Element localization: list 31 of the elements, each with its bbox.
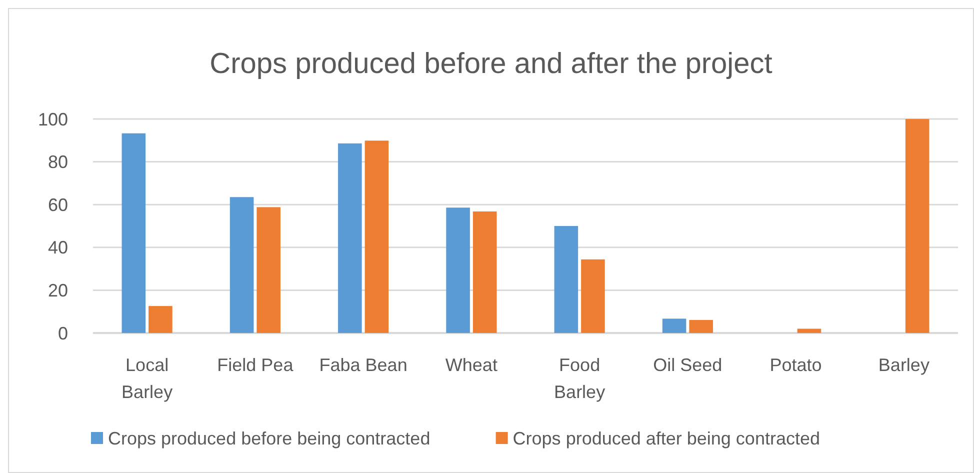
bar	[122, 133, 146, 333]
y-tick-label: 80	[48, 152, 68, 172]
x-tick-label: Oil Seed	[653, 355, 722, 375]
bar	[364, 140, 389, 333]
x-tick-label: Local Barley	[122, 355, 173, 402]
y-tick-label: 60	[48, 194, 68, 215]
y-tick-label: 100	[38, 109, 68, 130]
x-tick-label: Food Barley	[554, 355, 606, 402]
y-tick-label: 20	[48, 280, 68, 300]
bar	[230, 197, 254, 333]
bar	[662, 318, 686, 333]
chart-title: Crops produced before and after the project	[210, 48, 772, 80]
bar	[148, 306, 172, 333]
bar	[797, 328, 822, 333]
bar	[256, 207, 280, 333]
x-tick-label: Faba Bean	[319, 355, 408, 375]
y-tick-label: 0	[58, 323, 68, 344]
bar	[905, 119, 930, 333]
x-tick-label: Field Pea	[217, 355, 294, 375]
bar	[338, 143, 362, 333]
bar	[689, 320, 713, 333]
legend-label: Crops produced after being contracted	[512, 428, 820, 448]
bar	[581, 259, 605, 333]
bar	[446, 208, 470, 333]
x-tick-label: Wheat	[445, 355, 498, 375]
y-tick-label: 40	[48, 238, 68, 258]
bar	[554, 226, 578, 333]
legend-label: Crops produced before being contracted	[108, 428, 430, 448]
x-tick-label: Barley	[878, 355, 930, 375]
bar	[472, 211, 497, 333]
x-tick-label: Potato	[770, 355, 822, 375]
